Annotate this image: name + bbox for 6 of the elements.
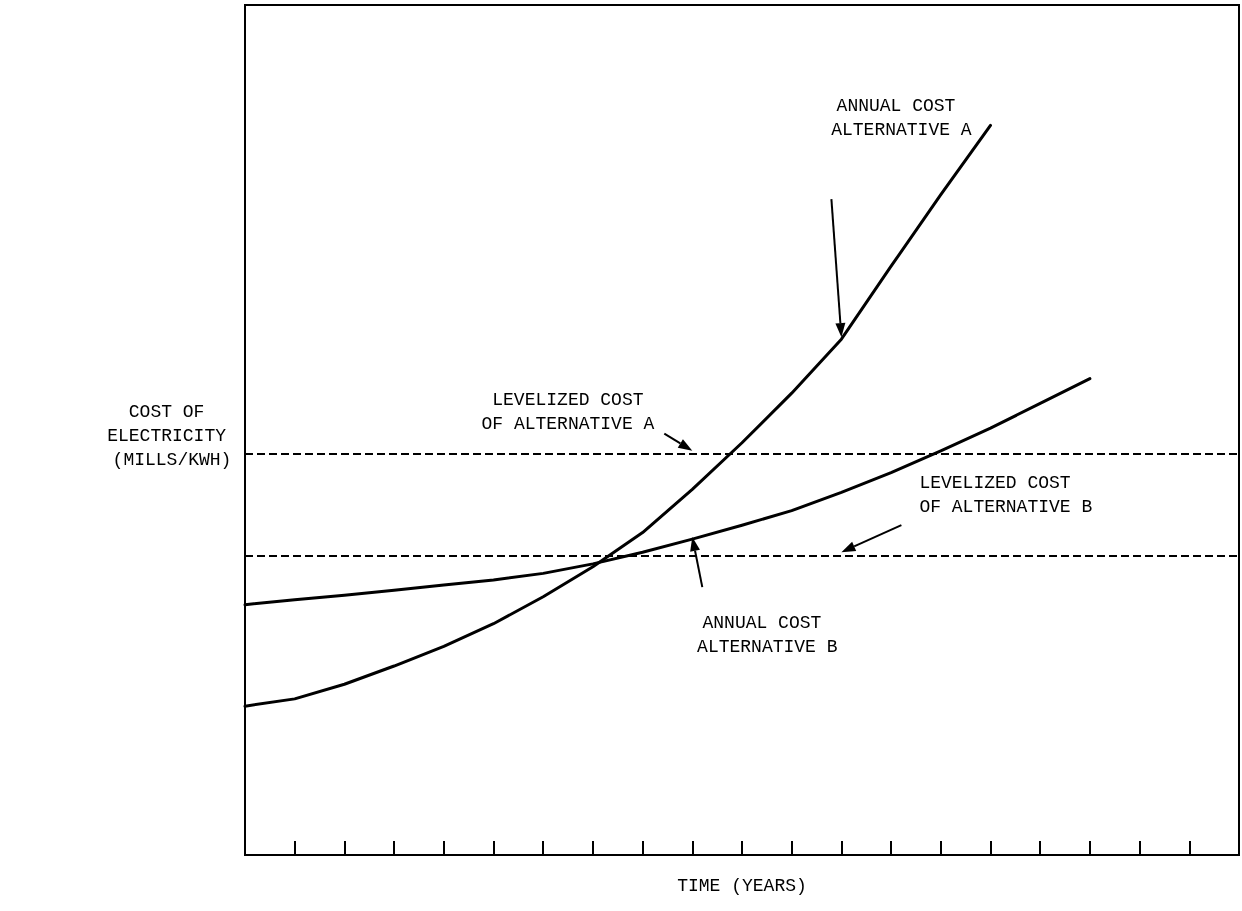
y-axis-title: COST OF ELECTRICITY (MILLS/KWH): [107, 402, 237, 470]
x-axis-title: TIME (YEARS): [677, 876, 807, 896]
annotation: ANNUAL COST ALTERNATIVE B: [697, 613, 838, 658]
ref-line-label: LEVELIZED COST OF ALTERNATIVE B: [919, 473, 1093, 518]
ref-line-label: LEVELIZED COST OF ALTERNATIVE A: [481, 389, 655, 434]
annotation: ANNUAL COST ALTERNATIVE A: [831, 96, 972, 141]
